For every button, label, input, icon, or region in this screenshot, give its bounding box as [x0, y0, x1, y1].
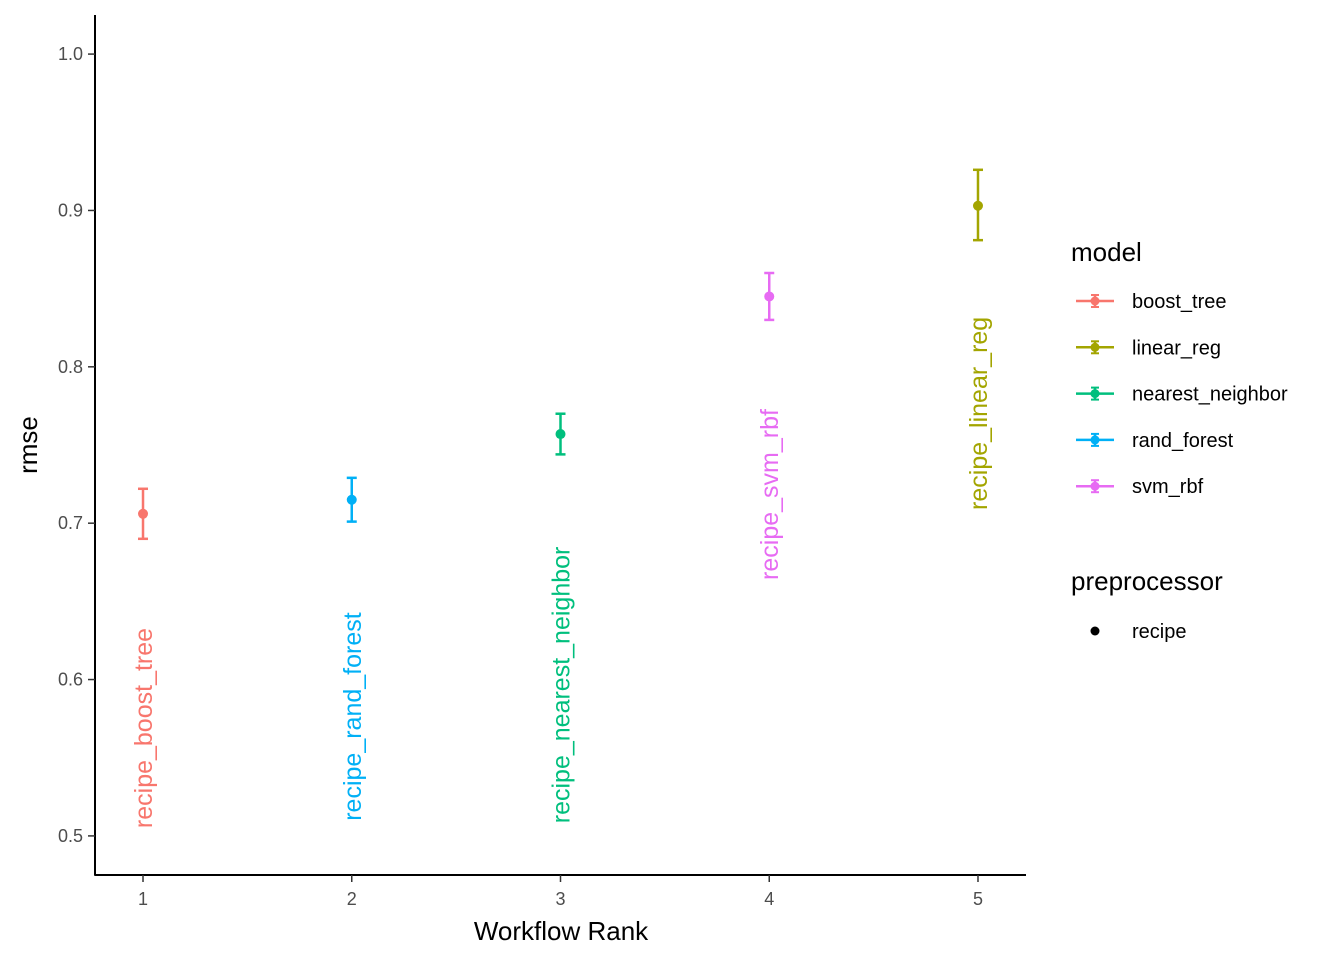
legend-item-nearest_neighbor: nearest_neighbor: [1076, 384, 1288, 406]
y-tick-label: 0.7: [58, 513, 83, 533]
point-label: recipe_nearest_neighbor: [548, 547, 576, 824]
legend-key-point: [1090, 342, 1100, 352]
plot-area: recipe_boost_tree recipe_rand_forest recip…: [130, 168, 993, 828]
legend-label: recipe: [1132, 621, 1186, 643]
y-axis-title: rmse: [13, 416, 43, 474]
point-label: recipe_boost_tree: [130, 628, 158, 828]
legend: model boost_tree linear_reg nearest_neighbo…: [1071, 237, 1288, 643]
point-label: recipe_linear_reg: [965, 317, 993, 510]
x-tick-label: 4: [764, 889, 774, 909]
data-point: [138, 508, 149, 519]
data-point: [346, 494, 357, 505]
y-tick-label: 0.8: [58, 357, 83, 377]
point-group-boost_tree: recipe_boost_tree: [130, 487, 158, 828]
y-tick-label: 1.0: [58, 44, 83, 64]
data-point: [764, 291, 775, 302]
point-label: recipe_rand_forest: [339, 612, 367, 821]
legend-key-point: [1090, 435, 1100, 445]
x-tick-label: 3: [555, 889, 565, 909]
legend-key-point: [1090, 389, 1100, 399]
x-tick-label: 5: [973, 889, 983, 909]
y-tick-label: 0.9: [58, 200, 83, 220]
data-point: [972, 200, 983, 211]
y-tick-label: 0.6: [58, 670, 83, 690]
legend-item-rand_forest: rand_forest: [1076, 430, 1234, 452]
x-axis-title: Workflow Rank: [474, 916, 649, 946]
y-tick-label: 0.5: [58, 826, 83, 846]
point-group-rand_forest: recipe_rand_forest: [339, 476, 367, 821]
point-group-linear_reg: recipe_linear_reg: [965, 168, 993, 510]
x-tick-label: 1: [138, 889, 148, 909]
point-group-svm_rbf: recipe_svm_rbf: [756, 271, 784, 580]
axes: 0.5 0.6 0.7 0.8 0.9 1.0 1 2 3 4 5: [58, 15, 1026, 909]
point-group-nearest_neighbor: recipe_nearest_neighbor: [548, 412, 576, 824]
legend-item-svm_rbf: svm_rbf: [1076, 476, 1204, 498]
point-label: recipe_svm_rbf: [756, 409, 784, 580]
legend-label: rand_forest: [1132, 430, 1234, 452]
legend-label: boost_tree: [1132, 291, 1227, 313]
legend-label: nearest_neighbor: [1132, 384, 1288, 406]
legend-key-point: [1090, 296, 1100, 306]
legend-item-recipe: recipe: [1090, 621, 1186, 643]
legend-title-preprocessor: preprocessor: [1071, 566, 1223, 596]
legend-key-point: [1090, 626, 1100, 636]
legend-label: svm_rbf: [1132, 476, 1204, 498]
x-tick-label: 2: [347, 889, 357, 909]
legend-key-point: [1090, 481, 1100, 491]
data-point: [555, 429, 566, 440]
legend-label: linear_reg: [1132, 337, 1221, 359]
legend-item-boost_tree: boost_tree: [1076, 291, 1227, 313]
legend-item-linear_reg: linear_reg: [1076, 337, 1221, 359]
legend-title-model: model: [1071, 237, 1142, 267]
